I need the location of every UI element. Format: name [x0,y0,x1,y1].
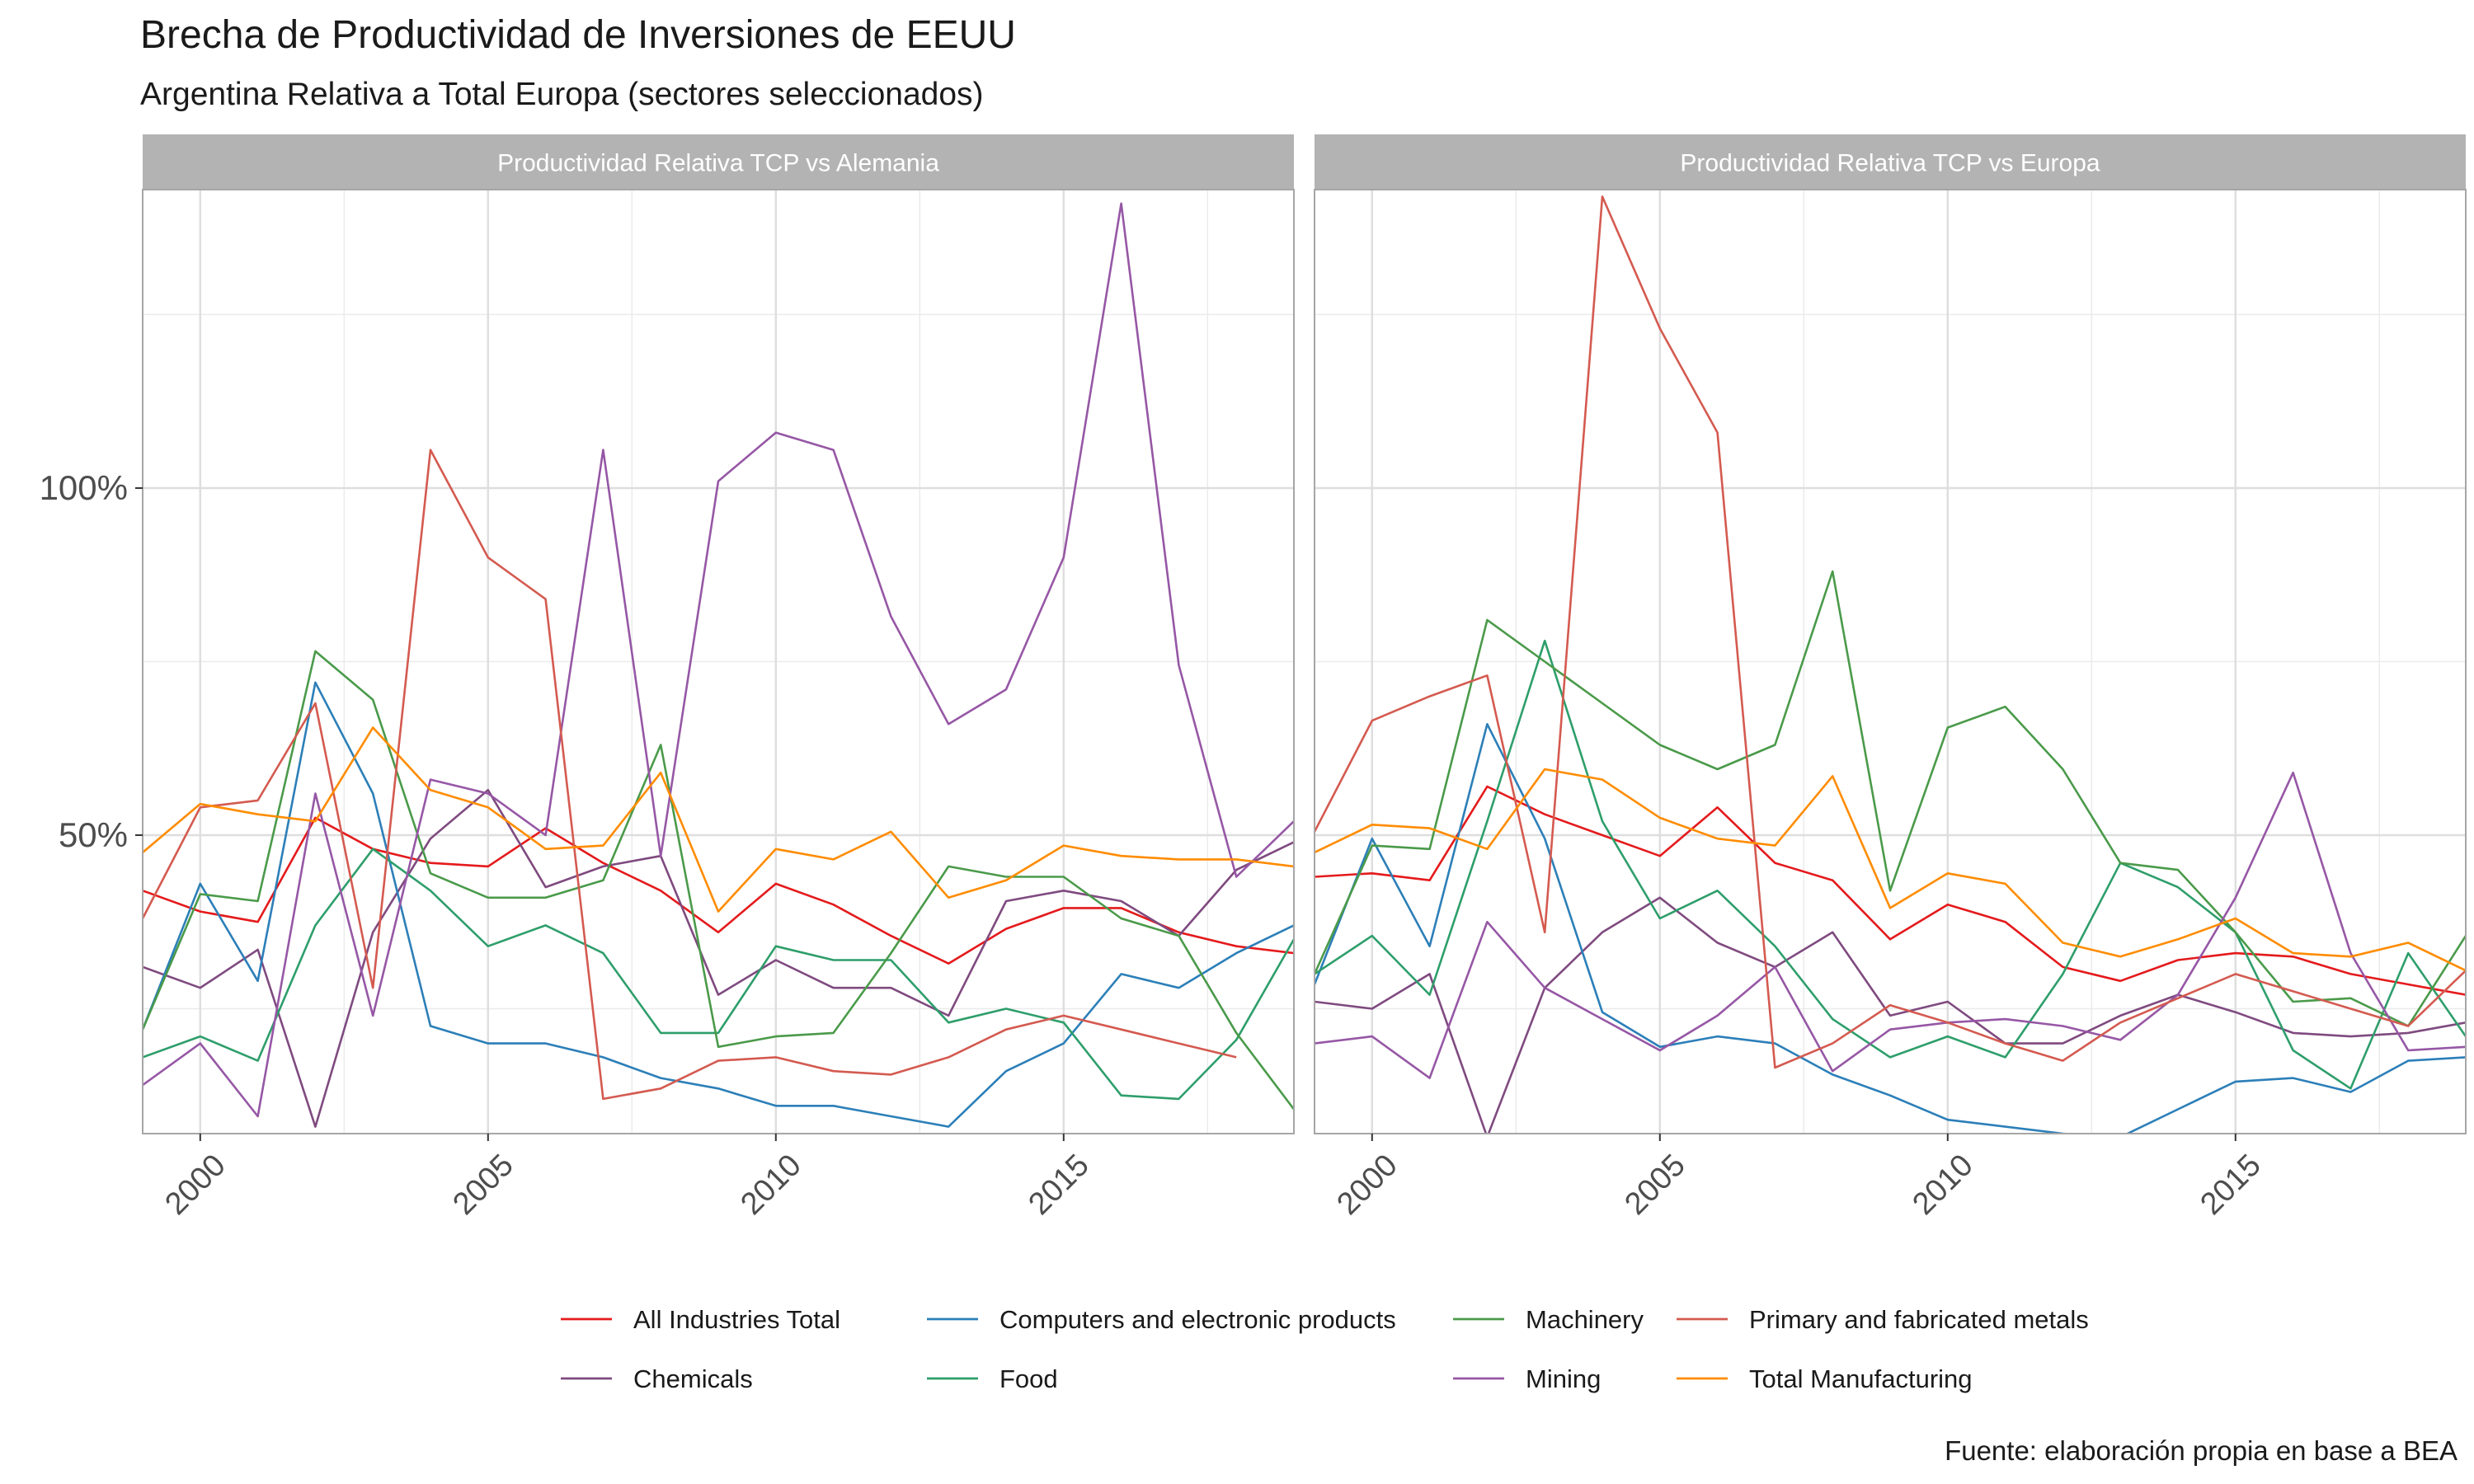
grid-lines [143,190,1294,1134]
series-lines [1315,195,2466,1134]
legend-label: Chemicals [633,1364,753,1393]
series-line-mining [1315,771,2466,1079]
x-axis: 2000 2005 2010 2015 [1330,1134,2268,1222]
facet-panel-1: Productividad Relativa TCP vs Alemania 20… [142,134,1295,1222]
series-line-primary-and-fabricated-metals [143,448,1237,1101]
y-tick-label: 100% [40,468,128,507]
series-line-machinery [1315,570,2466,1027]
x-axis: 2000 2005 2010 2015 [158,1134,1096,1222]
facet-strip-label: Productividad Relativa TCP vs Europa [1680,150,2100,177]
chart-caption: Fuente: elaboración propia en base a BEA [1945,1435,2458,1466]
series-line-all-industries-total [1315,785,2466,996]
legend-item-chemicals: Chemicals [561,1364,753,1393]
series-line-primary-and-fabricated-metals [1315,195,2466,1069]
grid-lines [1315,190,2466,1134]
facet-panel-2: Productividad Relativa TCP vs Europa 2000… [1314,134,2467,1222]
series-line-chemicals [143,789,1294,1128]
legend-item-total-manufacturing: Total Manufacturing [1677,1364,1973,1393]
facet-strip [1315,134,2466,190]
series-line-food [143,848,1294,1101]
legend-label: All Industries Total [633,1305,840,1334]
chart-subtitle: Argentina Relativa a Total Europa (secto… [140,77,984,112]
legend-item-all-industries-total: All Industries Total [561,1305,840,1334]
series-lines [143,202,1294,1128]
legend-item-mining: Mining [1453,1364,1601,1393]
legend-label: Primary and fabricated metals [1749,1305,2089,1334]
legend-label: Computers and electronic products [999,1305,1396,1334]
series-line-machinery [143,650,1294,1111]
x-tick-label: 2000 [158,1148,232,1221]
facet-strip [143,134,1294,190]
x-tick-label: 2010 [1906,1148,1979,1221]
series-line-total-manufacturing [143,726,1294,913]
legend-label: Total Manufacturing [1749,1364,1973,1393]
facet-strip-label: Productividad Relativa TCP vs Alemania [497,150,939,177]
series-line-food [1315,639,2466,1090]
x-tick-label: 2010 [734,1148,807,1221]
series-line-total-manufacturing [1315,768,2466,972]
x-tick-label: 2000 [1330,1148,1404,1221]
legend: All Industries Total Chemicals Computers a… [561,1305,2089,1393]
x-tick-label: 2005 [1618,1148,1691,1221]
series-line-chemicals [1315,896,2466,1134]
series-line-all-industries-total [143,816,1294,965]
panel-border [1314,189,2467,1134]
y-tick-label: 50% [59,815,128,854]
y-axis: 50% 100% [40,468,143,854]
legend-label: Food [999,1364,1058,1393]
panel-border [142,189,1295,1134]
facet-panels: Productividad Relativa TCP vs Alemania 20… [142,134,2467,1222]
x-tick-label: 2015 [1022,1148,1095,1221]
x-tick-label: 2015 [2194,1148,2267,1221]
legend-item-food: Food [927,1364,1058,1393]
series-line-computers-and-electronic-products [143,681,1294,1128]
legend-item-machinery: Machinery [1453,1305,1644,1334]
legend-item-computers-and-electronic-products: Computers and electronic products [927,1305,1396,1334]
x-tick-label: 2005 [446,1148,520,1221]
legend-label: Mining [1526,1364,1601,1393]
legend-item-primary-and-fabricated-metals: Primary and fabricated metals [1677,1305,2089,1334]
series-line-mining [143,202,1294,1118]
legend-label: Machinery [1526,1305,1644,1334]
chart-title: Brecha de Productividad de Inversiones d… [140,13,1016,57]
